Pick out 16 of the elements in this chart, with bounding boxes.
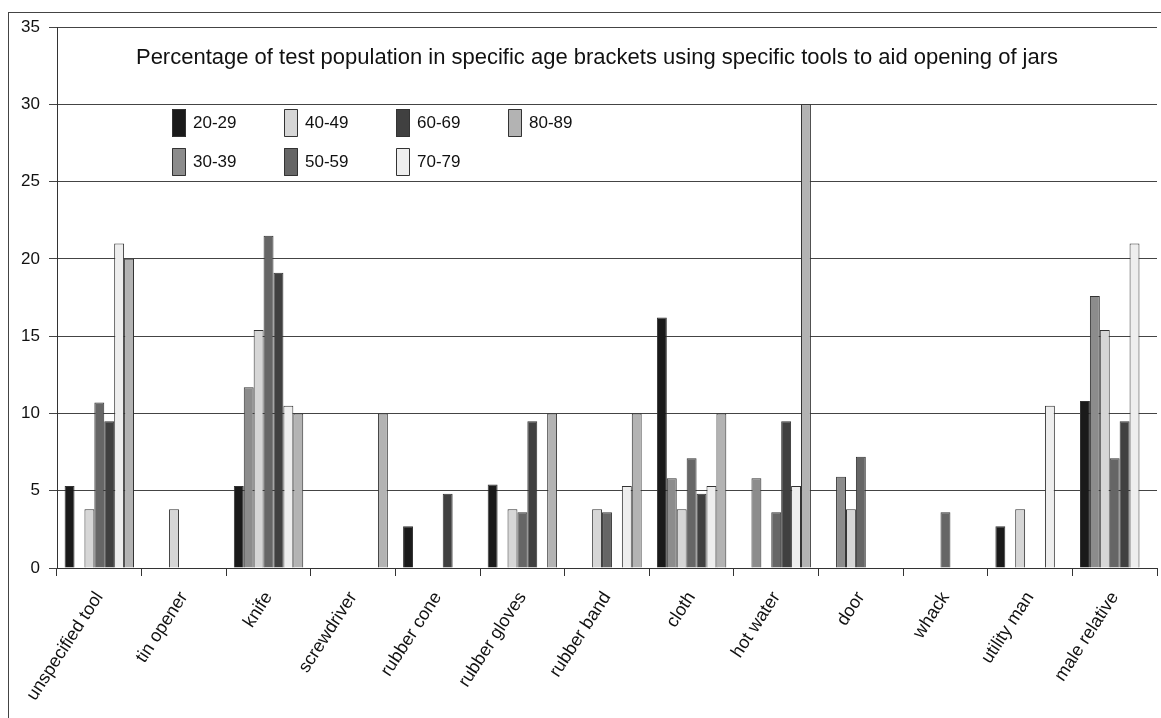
y-tick-label: 30 [21,93,40,113]
legend-label: 70-79 [417,151,461,171]
text: Percentage of test population in specific age brackets using specific tools to aid opening of jars [135,44,1059,70]
legend-label: 40-49 [305,112,349,132]
y-tick-label: 20 [21,248,40,268]
y-tick-label: 35 [21,16,40,36]
y-tick-label: 0 [30,557,40,577]
legend-label: 80-89 [529,112,573,132]
y-tick-label: 10 [21,403,40,423]
y-tick-label: 15 [21,325,40,345]
y-tick-label: 25 [21,171,40,191]
legend-label: 50-59 [305,151,349,171]
y-tick-label: 5 [30,480,40,500]
legend-label: 60-69 [417,112,461,132]
legend-label: 20-29 [193,112,237,132]
legend-label: 30-39 [193,151,237,171]
